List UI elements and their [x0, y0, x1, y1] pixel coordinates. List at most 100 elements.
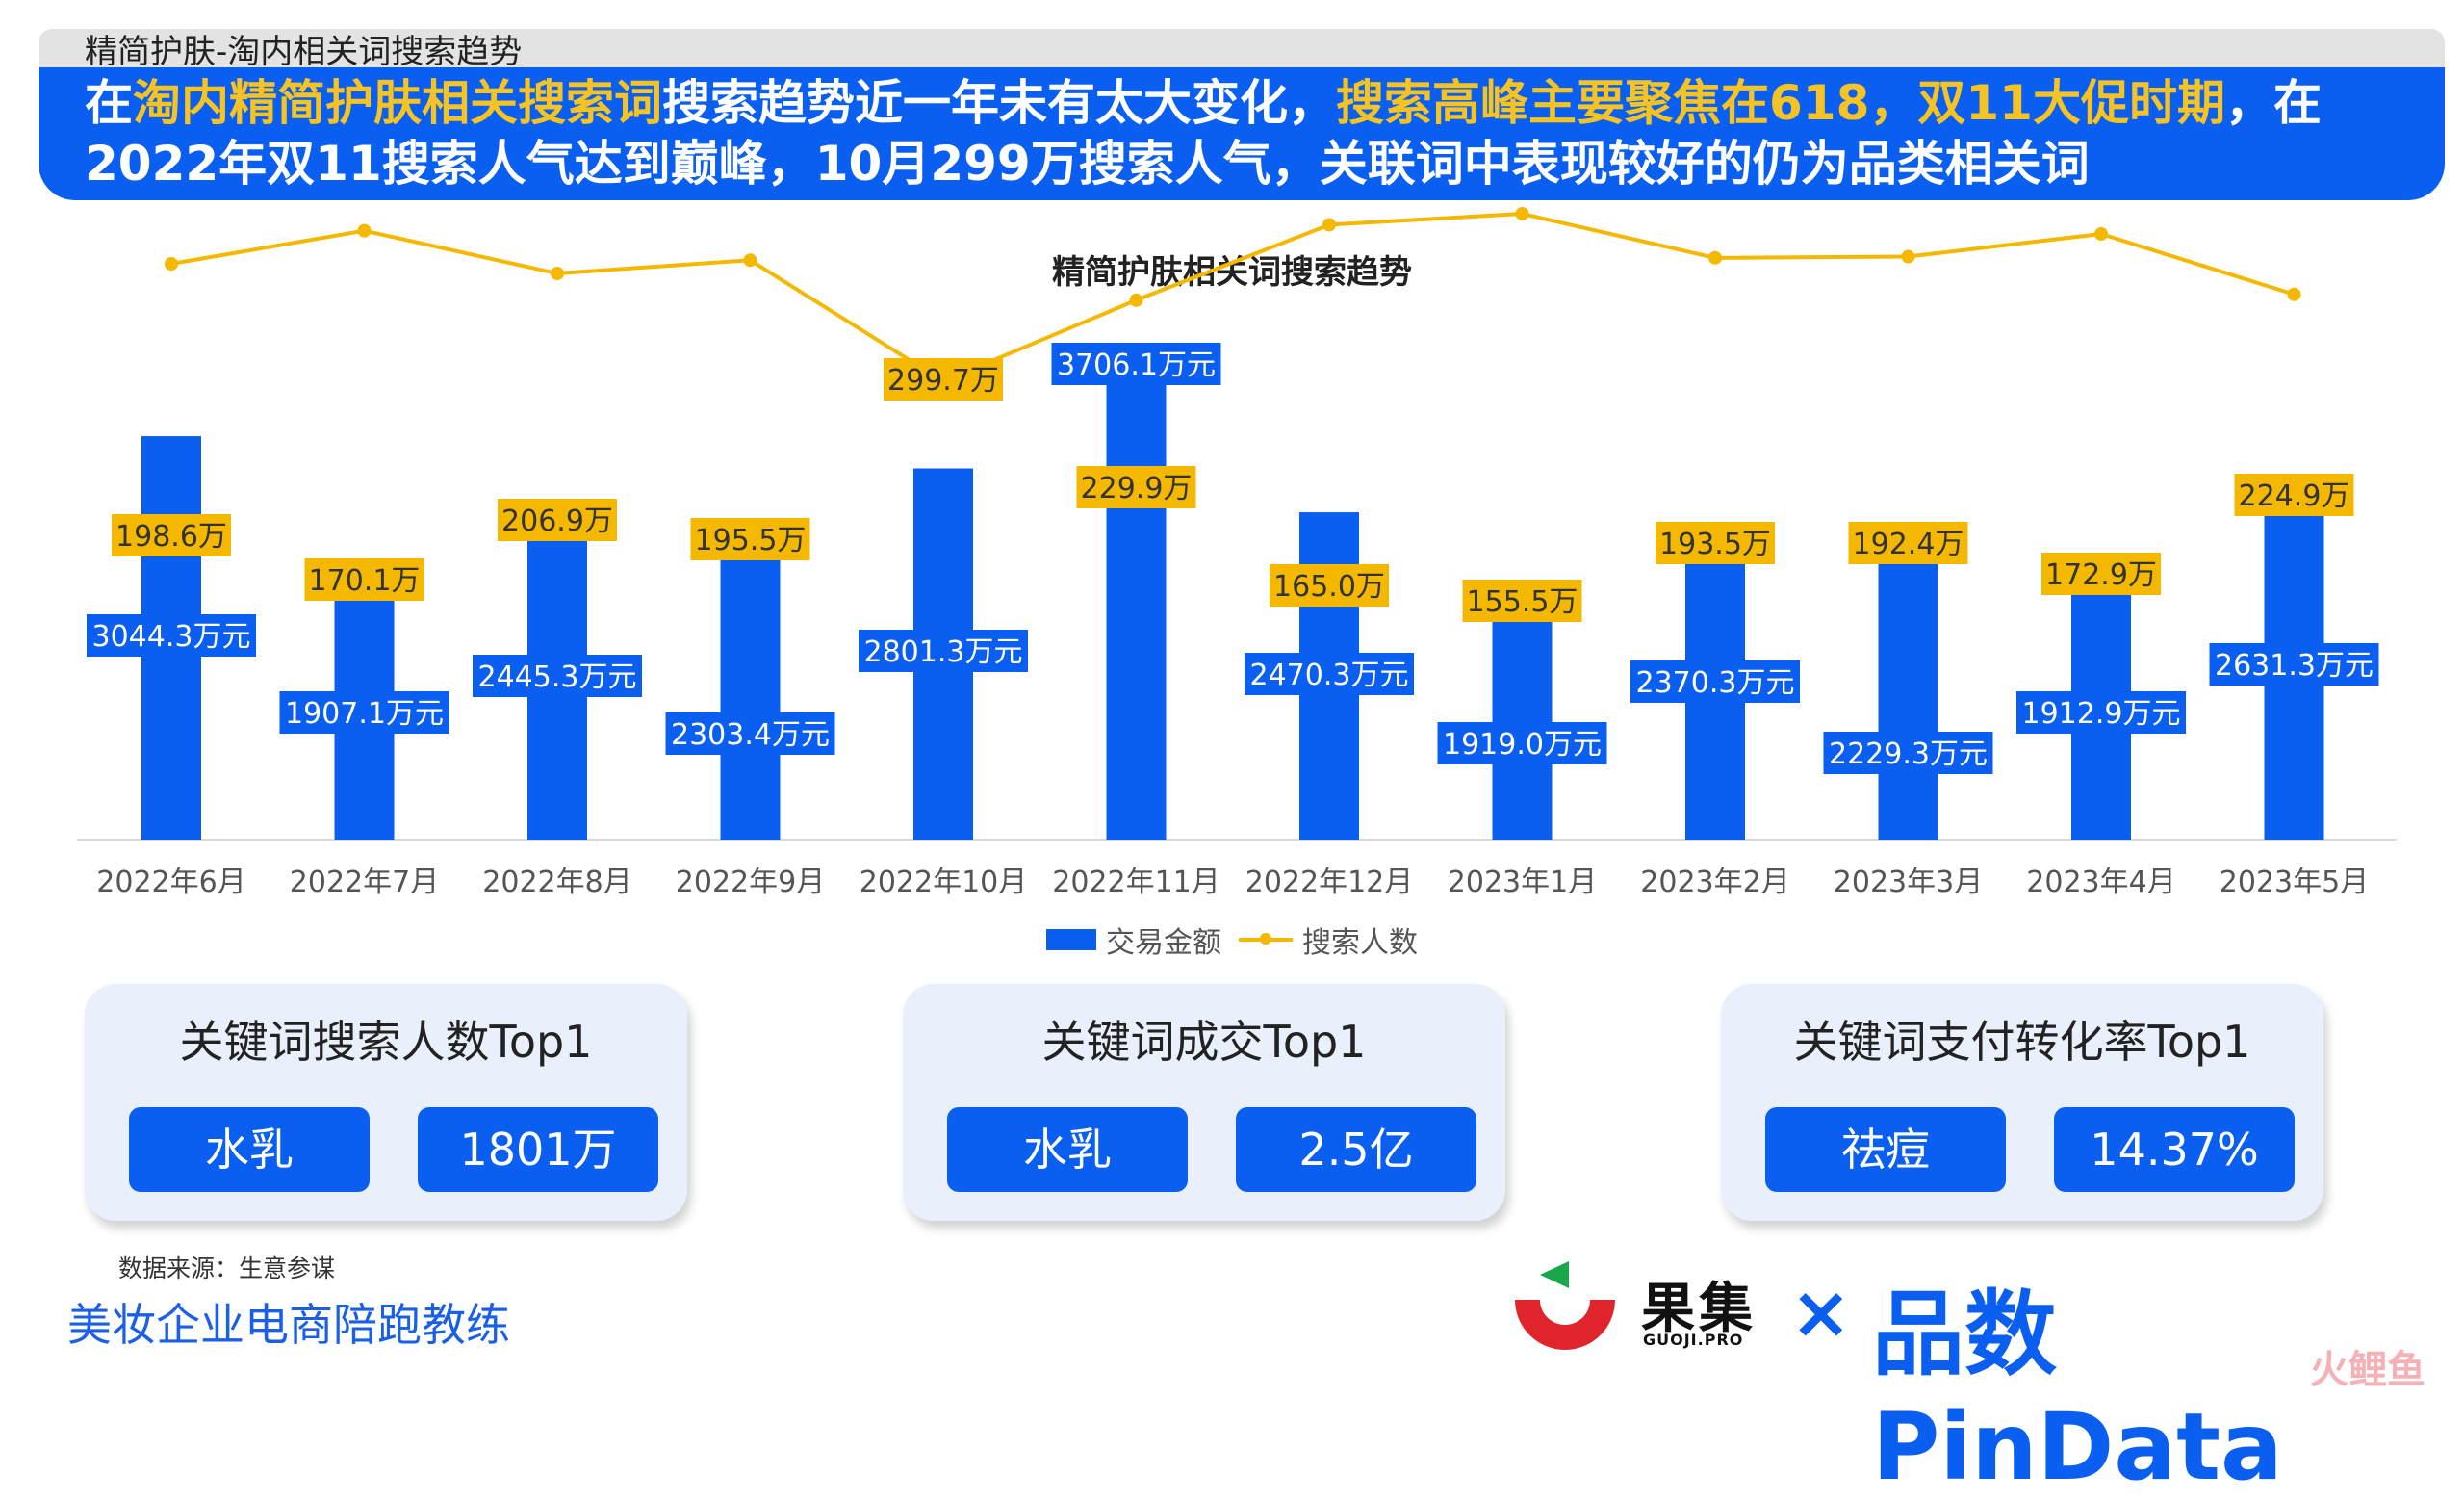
- bar-label-bg-10: [2016, 691, 2186, 734]
- bar-label-bg-2: [473, 655, 642, 697]
- headline-part: 在: [85, 75, 133, 131]
- line-label-bg-10: [2041, 553, 2161, 595]
- card-value-pill: 1801万: [418, 1107, 658, 1192]
- brand-logos: 果集 GUOJI.PRO × 品数PinData: [1502, 1261, 2445, 1501]
- bar-value-label-3: 2303.4万元: [671, 718, 830, 752]
- bar-value-label-5: 3706.1万元: [1057, 349, 1216, 382]
- chart-title: 精简护肤相关词搜索趋势: [1052, 253, 1412, 292]
- bar-label-bg-8: [1630, 660, 1800, 703]
- bar-value-label-6: 2470.3万元: [1250, 659, 1409, 692]
- line-value-label-7: 155.5万: [1467, 585, 1578, 619]
- line-label-bg-8: [1656, 522, 1775, 564]
- bar-7: [1492, 584, 1553, 840]
- line-label-bg-5: [1076, 466, 1196, 508]
- card-conversion-top1: 关键词支付转化率Top1 祛痘 14.37%: [1721, 984, 2323, 1221]
- coach-tagline: 美妆企业电商陪跑教练: [67, 1299, 510, 1351]
- line-label-bg-6: [1270, 564, 1389, 607]
- bar-label-bg-6: [1245, 653, 1414, 695]
- bar-value-label-11: 2631.3万元: [2215, 649, 2374, 683]
- headline-part: 淘内精简护肤相关搜索词: [133, 75, 662, 131]
- bar-5: [1106, 349, 1167, 840]
- card-deal-top1: 关键词成交Top1 水乳 2.5亿: [903, 984, 1505, 1221]
- headline-text: 在淘内精简护肤相关搜索词搜索趋势近一年未有太大变化，搜索高峰主要聚焦在618，双…: [85, 73, 2414, 194]
- bar-value-label-9: 2229.3万元: [1829, 738, 1988, 771]
- line-value-label-8: 193.5万: [1659, 528, 1771, 561]
- line-value-label-10: 172.9万: [2045, 558, 2157, 592]
- bar-value-label-2: 2445.3万元: [478, 660, 637, 694]
- bar-value-label-10: 1912.9万元: [2022, 697, 2181, 731]
- x-tick-label-11: 2023年5月: [2220, 866, 2369, 899]
- line-label-bg-2: [498, 499, 617, 541]
- line-label-bg-9: [1848, 522, 1968, 564]
- bar-label-bg-3: [665, 712, 835, 755]
- headline-banner: [38, 67, 2445, 200]
- x-tick-label-9: 2023年3月: [1834, 866, 1983, 899]
- line-label-bg-4: [884, 358, 1003, 401]
- line-point-1: [357, 223, 372, 238]
- legend-bar-label: 交易金额: [1106, 926, 1221, 960]
- card-keyword-pill: 水乳: [129, 1107, 370, 1192]
- bar-value-label-4: 2801.3万元: [864, 635, 1023, 669]
- search-line: [170, 211, 2296, 384]
- card-keyword-pill: 祛痘: [1765, 1107, 2006, 1192]
- bar-value-label-8: 2370.3万元: [1636, 666, 1795, 700]
- section-title: 精简护肤-淘内相关词搜索趋势: [85, 33, 523, 71]
- x-tick-label-0: 2022年6月: [96, 866, 245, 899]
- line-label-bg-1: [304, 558, 424, 601]
- line-value-label-3: 195.5万: [695, 524, 807, 557]
- legend-bar-swatch: [1046, 929, 1096, 950]
- chart-svg: 3044.3万元 1907.1万元 2445.3万元 2303.4万元 2801.3万元…: [77, 207, 2397, 899]
- bar-label-bg-5: [1051, 343, 1221, 385]
- line-value-label-9: 192.4万: [1853, 528, 1964, 561]
- card-title: 关键词成交Top1: [1041, 1016, 1367, 1068]
- bar-label-bg-11: [2209, 643, 2379, 686]
- line-label-bg-0: [112, 514, 231, 556]
- bar-3: [720, 534, 781, 840]
- x-tick-label-10: 2023年4月: [2026, 866, 2175, 899]
- line-value-label-2: 206.9万: [501, 505, 613, 538]
- x-tick-label-2: 2022年8月: [482, 866, 631, 899]
- line-point-10: [2094, 226, 2108, 241]
- chart-legend: 交易金额 搜索人数: [0, 919, 2464, 961]
- legend-line-swatch: [1239, 933, 1293, 945]
- legend-item-line: 搜索人数: [1239, 919, 1418, 961]
- line-point-5: [1129, 293, 1143, 307]
- x-tick-label-7: 2023年1月: [1448, 866, 1597, 899]
- line-value-label-4: 299.7万: [887, 364, 999, 398]
- cross-mark: ×: [1790, 1269, 1852, 1355]
- guoji-logo-text: 果集: [1641, 1278, 1757, 1340]
- line-point-11: [2287, 287, 2301, 301]
- bar-label-bg-0: [87, 614, 256, 657]
- x-tick-label-6: 2022年12月: [1245, 866, 1414, 899]
- card-value-pill: 14.37%: [2054, 1107, 2295, 1192]
- bar-label-bg-7: [1437, 722, 1607, 764]
- bar-label-bg-1: [279, 691, 449, 734]
- x-tick-label-4: 2022年10月: [860, 866, 1028, 899]
- x-tick-label-8: 2023年2月: [1640, 866, 1789, 899]
- card-title: 关键词搜索人数Top1: [179, 1016, 593, 1068]
- data-source: 数据来源：生意参谋: [118, 1255, 336, 1282]
- x-tick-label-1: 2022年7月: [290, 866, 439, 899]
- bar-label-bg-9: [1823, 732, 1993, 774]
- line-point-2: [551, 267, 564, 281]
- watermark: 火鲤鱼: [2310, 1348, 2426, 1392]
- x-tick-label-3: 2022年9月: [676, 866, 825, 899]
- headline-part: ，在2022年双11搜索人气达到巅峰，10月299万搜索人气，关联词中表现较好的…: [85, 75, 2322, 192]
- bar-label-bg-4: [859, 630, 1028, 672]
- line-label-bg-11: [2234, 474, 2354, 516]
- x-tick-label-5: 2022年11月: [1052, 866, 1220, 899]
- line-point-0: [165, 257, 178, 272]
- card-keyword-pill: 水乳: [947, 1107, 1188, 1192]
- guoji-logo-icon: [1515, 1261, 1615, 1350]
- chart-area: 精简护肤相关词搜索趋势 3044.3万元 1907.1万元 2445.3万元 2303…: [0, 207, 2464, 961]
- card-value-pill: 2.5亿: [1236, 1107, 1476, 1192]
- bar-value-label-0: 3044.3万元: [92, 620, 251, 654]
- card-title: 关键词支付转化率Top1: [1793, 1016, 2251, 1068]
- line-point-6: [1322, 218, 1336, 232]
- line-label-bg-7: [1462, 580, 1582, 622]
- line-value-label-11: 224.9万: [2239, 479, 2350, 513]
- headline-part: 搜索高峰主要聚焦在618，双11大促时期: [1336, 75, 2225, 131]
- headline-part: 搜索趋势近一年未有太大变化，: [662, 75, 1336, 131]
- card-search-top1: 关键词搜索人数Top1 水乳 1801万: [85, 984, 687, 1221]
- line-value-label-5: 229.9万: [1081, 472, 1193, 505]
